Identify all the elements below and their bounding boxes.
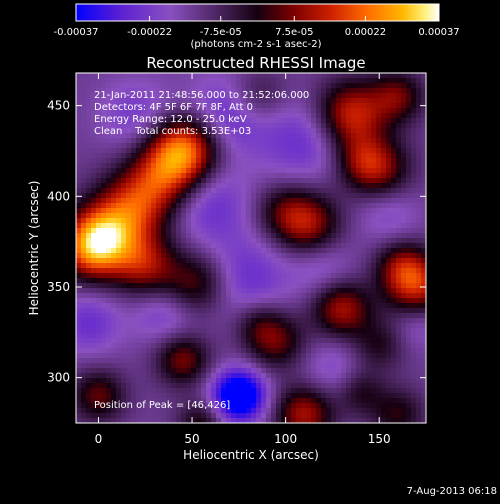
peak-position-label: Position of Peak = [46,426]: [94, 400, 230, 411]
x-tick-label: 100: [274, 432, 297, 446]
x-tick-label: 150: [368, 432, 391, 446]
annotation-energy-range: Energy Range: 12.0 - 25.0 keV: [94, 114, 247, 125]
colorbar-gradient: [75, 3, 440, 22]
colorbar-tick-label: -0.00037: [54, 27, 99, 38]
x-axis-label: Heliocentric X (arcsec): [183, 448, 319, 462]
y-axis-ticks: 300 350 400 450: [47, 99, 426, 385]
colorbar-ticks: -0.00037 -0.00022 -7.5e-05 7.5e-05 0.00022 0.…: [54, 16, 460, 38]
y-tick-label: 300: [47, 371, 70, 385]
x-tick-label: 0: [95, 432, 103, 446]
y-tick-label: 350: [47, 280, 70, 294]
heatmap-image: [76, 73, 426, 423]
colorbar-tick-label: 7.5e-05: [275, 27, 313, 38]
colorbar-tick-label: -0.00022: [127, 27, 172, 38]
plot-area: 0 50 100 150 300 350 400 450: [47, 72, 427, 446]
colorbar-units-label: (photons cm-2 s-1 asec-2): [190, 39, 321, 50]
chart-title: Reconstructed RHESSI Image: [146, 54, 365, 72]
x-axis-ticks: 0 50 100 150: [95, 73, 391, 446]
y-tick-label: 450: [47, 99, 70, 113]
y-axis-label: Heliocentric Y (arcsec): [27, 181, 41, 316]
colorbar-tick-label: 0.00022: [345, 27, 386, 38]
annotation-clean-counts: Clean Total counts: 3.53E+03: [94, 126, 251, 137]
colorbar-tick-label: -7.5e-05: [200, 27, 242, 38]
x-tick-label: 50: [184, 432, 199, 446]
colorbar-tick-label: 0.00037: [418, 27, 459, 38]
footer-date: 7-Aug-2013 06:18: [407, 486, 497, 497]
annotation-block: 21-Jan-2011 21:48:56.000 to 21:52:06.000…: [94, 90, 309, 137]
colorbar: -0.00037 -0.00022 -7.5e-05 7.5e-05 0.00022 0.…: [54, 3, 460, 50]
annotation-time-range: 21-Jan-2011 21:48:56.000 to 21:52:06.000: [94, 90, 309, 101]
annotation-detectors: Detectors: 4F 5F 6F 7F 8F, Att 0: [94, 102, 253, 113]
plot-frame: [75, 72, 427, 424]
y-tick-label: 400: [47, 189, 70, 203]
